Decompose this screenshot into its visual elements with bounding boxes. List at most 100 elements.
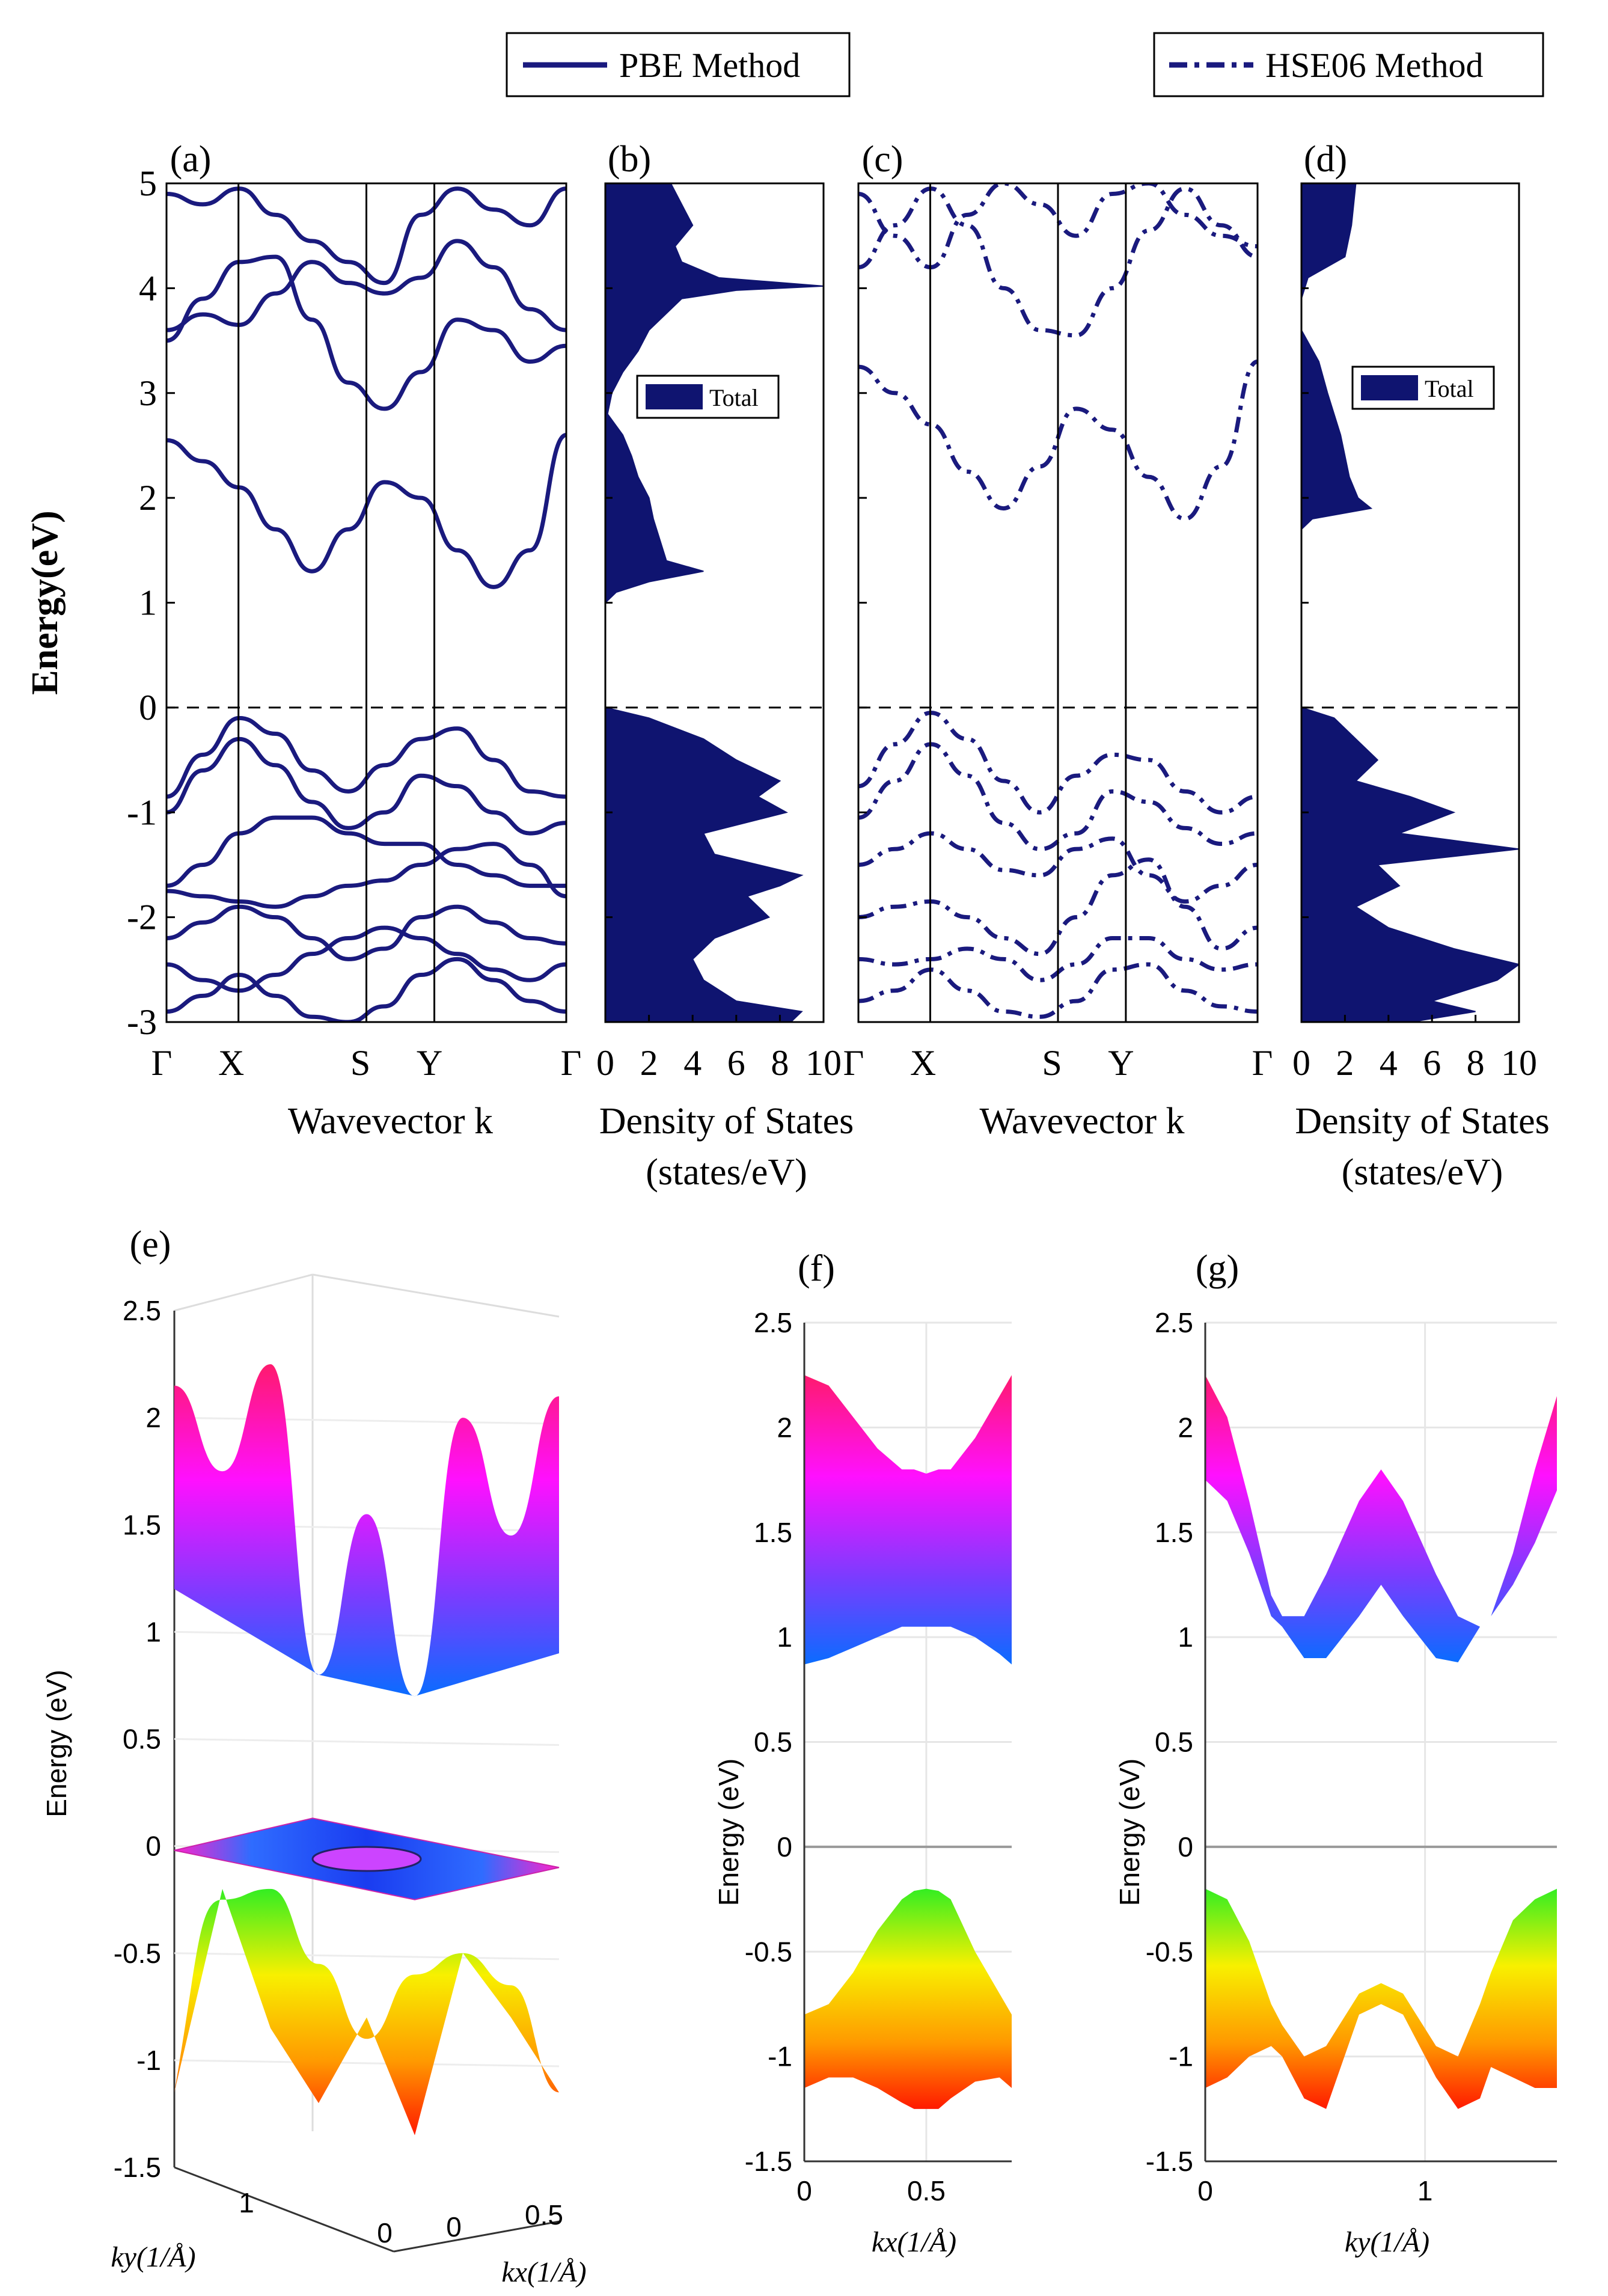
box-edge-6 [393,2220,560,2253]
y-tick-label: 1 [139,583,157,623]
box-edge-5 [174,2166,394,2253]
x-axis-label-units: (states/eV) [646,1152,807,1193]
y-tick-label: 2 [1178,1412,1193,1443]
kx-tick-label: 0.5 [525,2199,563,2230]
band-line-6 [858,831,1258,904]
y-tick-label: -3 [127,1002,157,1042]
conduction-band-surface [804,1375,1012,1665]
fermi-plane-contour [311,1846,422,1872]
box-edge-2 [312,1273,560,1318]
band-line-3 [858,183,1258,270]
kpoint-label: Y [1108,1043,1134,1083]
y-tick-label: 0 [777,1831,792,1863]
kpoint-label: S [350,1043,370,1083]
conduction-band-surface [174,1364,559,1697]
y-tick-label: 3 [139,373,157,413]
y-tick-label: 0 [1178,1831,1193,1863]
dos-legend-swatch [646,384,703,409]
y-tick-label: 2.5 [123,1295,161,1326]
x-tick-label: 0 [596,1043,614,1083]
y-tick-label: 1 [1178,1621,1193,1653]
x-tick-label: 10 [806,1043,842,1083]
y-tick-label: -1.5 [114,2152,161,2183]
band-line-11 [167,957,566,1022]
y-tick-label: 5 [139,164,157,203]
plot-area [1301,183,1519,1022]
x-axis-label: Density of States [1295,1101,1550,1142]
y-tick-label: 0 [145,1831,161,1862]
dos-area [1301,183,1519,1022]
y-axis-label: Energy(eV) [25,510,66,694]
valence-band-surface [174,1888,559,2135]
y-tick-label: 1.5 [754,1517,792,1548]
x-tick-label: 1 [1417,2175,1433,2206]
y-tick-label: 2.5 [754,1307,792,1338]
kpoint-label: Y [417,1043,442,1083]
x-axis-label: Wavevector k [288,1101,493,1142]
plot-area [605,183,824,1022]
kpoint-label: X [910,1043,936,1083]
panel-label: (c) [862,139,903,180]
y-tick-label: -1 [768,2041,792,2072]
y-tick-label: 0.5 [754,1727,792,1758]
x-tick-label: 6 [727,1043,745,1083]
kx-axis-label: kx(1/Å) [501,2256,586,2288]
y-tick-label: -0.5 [1146,1936,1193,1967]
ky-tick-label: 0 [377,2217,393,2249]
x-axis-label: kx(1/Å) [872,2226,956,2258]
panel-label: (f) [798,1248,835,1289]
box-edge-1 [174,1273,313,1312]
band-line-5 [167,715,566,799]
legend-hse-label: HSE06 Method [1265,46,1484,85]
dos-legend-swatch [1361,375,1418,400]
legend-pbe-label: PBE Method [619,46,800,85]
y-axis-label: Energy (eV) [1114,1759,1145,1906]
ky-tick-label: 1 [239,2187,254,2218]
kpoint-label: Γ [561,1043,582,1083]
band-line-6 [167,736,566,836]
y-tick-label: -0.5 [114,1938,161,1969]
grid-line-h [174,1416,560,1425]
x-tick-label: 0.5 [907,2175,946,2206]
x-tick-label: 4 [1380,1043,1398,1083]
grid-line-h [174,2059,560,2068]
y-tick-label: 1.5 [123,1509,161,1540]
y-tick-label: 2 [139,478,157,518]
dos-legend-label: Total [1425,375,1474,402]
panel-d-hse-dos: 0 2 4 6 8 10 Total Density of States (states/eV)… [1292,139,1550,1193]
y-tick-label: -1.5 [1146,2146,1193,2177]
y-tick-label: -1.5 [745,2146,792,2177]
x-tick-label: 4 [683,1043,702,1083]
kpoint-label: X [218,1043,244,1083]
y-tick-label: 1 [145,1616,161,1647]
panel-label: (g) [1196,1248,1239,1289]
kpoint-label: Γ [843,1043,864,1083]
band-line-2 [858,186,1258,338]
y-tick-label: -0.5 [745,1936,792,1967]
band-line-4 [858,711,1258,815]
legend-hse: HSE06 Method [1153,32,1544,97]
kpoint-label: S [1042,1043,1062,1083]
x-tick-label: 8 [1467,1043,1485,1083]
kpoint-label: Γ [151,1043,173,1083]
plot-area [858,183,1258,1019]
y-tick-label: 1 [777,1621,792,1653]
y-tick-label: 2.5 [1155,1307,1193,1338]
panel-b-pbe-dos: 0 2 4 6 8 10 Total Density of States (states/eV)… [596,139,854,1193]
y-tick-label: -1 [1169,2041,1193,2072]
x-axis-label: Wavevector k [980,1101,1185,1142]
band-line-1 [858,359,1258,521]
valence-band-surface [1205,1888,1557,2109]
grid-line-h [174,1738,560,1746]
panel-label: (a) [170,139,212,180]
panel-c-hse-bands: Γ X S Y Γ Wavevector k (c) [843,139,1273,1142]
conduction-band-surface [1205,1375,1557,1662]
y-axis-label: Energy (eV) [41,1670,72,1817]
x-tick-label: 0 [1292,1043,1310,1083]
x-tick-label: 0 [1197,2175,1213,2206]
x-axis-label-units: (states/eV) [1342,1152,1503,1193]
x-axis-label: ky(1/Å) [1345,2226,1429,2258]
